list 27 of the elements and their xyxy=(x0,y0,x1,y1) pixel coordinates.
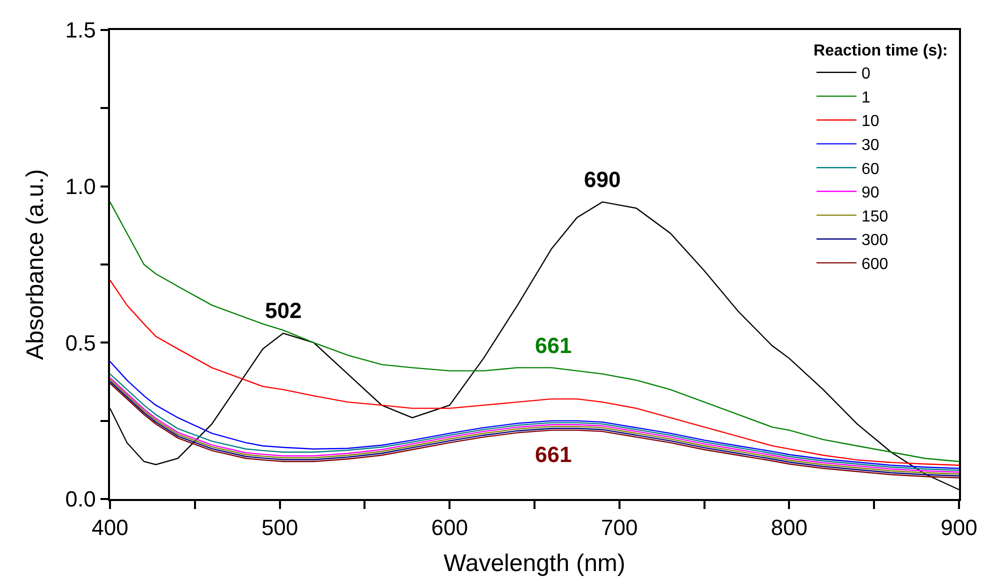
y-axis-title: Absorbance (a.u.) xyxy=(22,169,49,360)
x-axis-title: Wavelength (nm) xyxy=(444,550,626,577)
annotation: 502 xyxy=(265,298,302,323)
x-tick-label: 500 xyxy=(261,515,298,540)
x-tick-label: 600 xyxy=(431,515,468,540)
x-tick-label: 800 xyxy=(770,515,808,540)
legend-label: 1 xyxy=(862,89,871,106)
y-tick-label: 1.0 xyxy=(65,174,96,200)
legend-label: 300 xyxy=(862,232,888,250)
x-tick-label: 700 xyxy=(601,515,638,540)
y-tick-label: 0.0 xyxy=(65,486,96,512)
legend-label: 600 xyxy=(862,256,888,274)
x-tick-label: 900 xyxy=(940,515,978,540)
legend-label: 10 xyxy=(862,113,880,130)
legend-label: 150 xyxy=(862,208,888,226)
legend-label: 30 xyxy=(862,137,880,154)
y-tick-label: 1.5 xyxy=(65,18,96,43)
annotation: 690 xyxy=(584,167,621,192)
y-tick-label: 0.5 xyxy=(65,330,96,356)
annotation: 661 xyxy=(535,333,572,358)
legend-label: 90 xyxy=(862,184,880,202)
line-series xyxy=(110,280,959,466)
legend-label: 60 xyxy=(862,160,880,178)
annotation: 661 xyxy=(535,442,572,467)
legend-label: 0 xyxy=(862,66,871,83)
legend-title: Reaction time (s): xyxy=(814,42,948,60)
x-tick-label: 400 xyxy=(92,515,128,540)
